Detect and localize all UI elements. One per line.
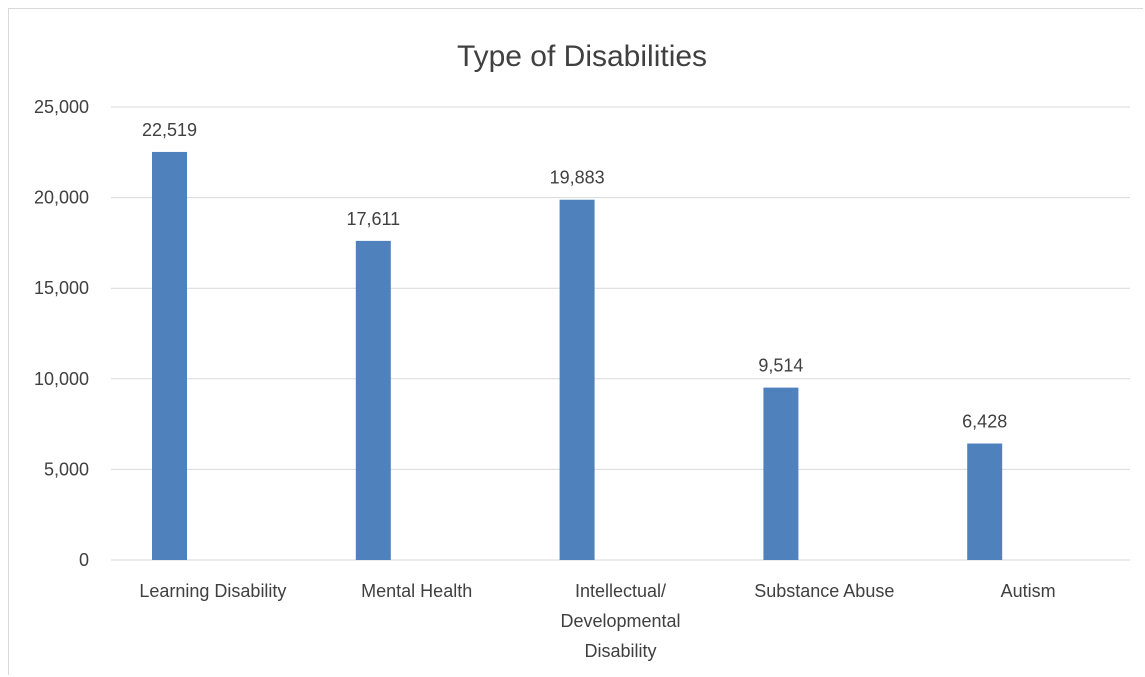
data-labels: 22,519 17,611 19,883 9,514 6,428 [142,120,1007,432]
y-tick-label: 20,000 [34,188,89,208]
category-label-line: Mental Health [361,581,472,601]
bar [967,443,1003,560]
category-label: Mental Health [361,581,472,601]
category-label: Autism [1001,581,1056,601]
y-tick-label: 0 [79,550,89,570]
x-axis-category-labels: Learning Disability Mental Health Intellec… [139,581,1055,661]
y-axis-tick-labels: 0 5,000 10,000 15,000 20,000 25,000 [34,97,89,570]
category-label-line: Learning Disability [139,581,286,601]
category-label-line: Developmental [560,611,680,631]
y-tick-label: 15,000 [34,278,89,298]
chart-title: Type of Disabilities [457,40,707,73]
category-label: Learning Disability [139,581,286,601]
bar [355,240,391,561]
y-tick-label: 10,000 [34,369,89,389]
bar [559,199,595,561]
data-label: 22,519 [142,120,197,140]
chart-frame [8,8,1143,675]
bar [763,387,799,560]
data-label: 17,611 [346,209,400,229]
data-label: 19,883 [550,168,605,188]
data-label: 9,514 [758,356,803,376]
bar [152,151,187,560]
y-tick-label: 5,000 [44,459,89,479]
category-label-line: Substance Abuse [754,581,894,601]
category-label-line: Intellectual/ [575,581,666,601]
bars [152,151,1003,561]
category-label-line: Disability [584,641,656,661]
y-tick-label: 25,000 [34,97,89,117]
category-label-line: Autism [1001,581,1056,601]
data-label: 6,428 [962,412,1007,432]
category-label: Intellectual/Developmental Disability [560,581,680,661]
gridlines [111,106,1130,561]
category-label: Substance Abuse [754,581,894,601]
